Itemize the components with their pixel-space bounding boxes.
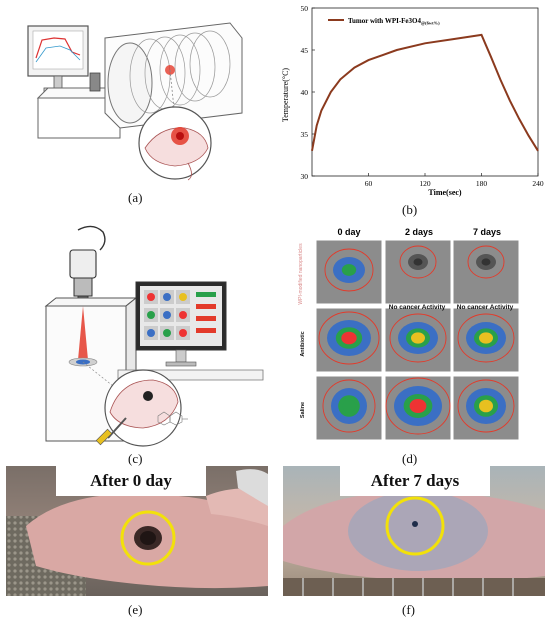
y-tick-label-0: 30 <box>301 172 309 181</box>
y-axis-label: Temperature(°C) <box>281 68 290 123</box>
caption-e: (e) <box>128 602 143 617</box>
y-tick-label-1: 35 <box>301 130 309 139</box>
cell-roi-2-2 <box>457 379 515 433</box>
panel-e-photo <box>6 466 268 596</box>
series-line-0 <box>311 33 539 152</box>
cell-core-1-2 <box>479 332 493 344</box>
cell-core-0-0 <box>341 264 357 276</box>
cell-roi-1-0 <box>318 311 380 365</box>
caption-b: (b) <box>402 202 418 217</box>
panel-c-illustration <box>8 220 270 448</box>
panel-e-title: After 0 day <box>56 466 206 496</box>
tumor-ring-e <box>120 510 176 566</box>
cell-bg-0-2 <box>452 239 520 305</box>
panel-a-illustration <box>10 8 270 188</box>
cell-core-1-0 <box>341 331 357 345</box>
column-header-2: 7 days <box>473 227 501 237</box>
cell-roi-2-1 <box>385 377 451 435</box>
cell-roi-0-2 <box>467 245 505 279</box>
panel-a-drawing <box>27 22 243 181</box>
mouse-photo-e <box>6 469 268 596</box>
row-label-2: Saline <box>300 402 306 418</box>
caption-a: (a) <box>128 190 143 205</box>
cell-note-2: No cancer Activity <box>457 304 514 311</box>
cell-roi-0-1 <box>399 245 437 279</box>
x-tick-label-2: 180 <box>476 179 488 188</box>
cell-core-1-1 <box>411 332 425 344</box>
caption-d: (d) <box>402 451 418 466</box>
cell-roi-1-2 <box>457 313 515 363</box>
y-tick-label-4: 50 <box>301 4 309 13</box>
caption-f: (f) <box>402 602 415 617</box>
imaging-cells <box>315 239 520 441</box>
x-tick-label-3: 240 <box>532 179 544 188</box>
tumor-ring-f <box>385 496 445 556</box>
y-tick-label-3: 45 <box>301 46 309 55</box>
panel-d-imaging-grid: 0 day 2 days 7 days WPI-modified nanopar… <box>292 222 522 447</box>
cell-core-0-2 <box>481 258 491 266</box>
caption-c: (c) <box>128 451 143 466</box>
row-label-1: Antibiotic <box>300 331 306 356</box>
cell-roi-2-0 <box>322 379 376 433</box>
mouse-photo-f <box>283 491 545 596</box>
cell-core-2-0 <box>342 399 356 413</box>
panel-c-drawing <box>44 225 264 447</box>
column-header-1: 2 days <box>405 227 433 237</box>
x-tick-label-1: 120 <box>419 179 431 188</box>
cell-core-2-1 <box>409 399 427 413</box>
cell-bg-0-1 <box>384 239 452 305</box>
cell-roi-0-0 <box>324 248 374 292</box>
cell-core-0-1 <box>413 258 423 266</box>
legend-label: Tumor with WPI-Fe3O4@(6wt%) <box>348 17 440 26</box>
row-label-0: WPI-modified nanoparticles <box>298 243 304 305</box>
cell-note-1: No cancer Activity <box>389 304 446 311</box>
cell-roi-1-1 <box>389 313 447 363</box>
plot-frame <box>311 7 539 177</box>
panel-b-chart: Temperature(°C) Time(sec) Tumor with WPI… <box>280 0 545 200</box>
panel-f-title: After 7 days <box>340 466 490 496</box>
x-axis-label: Time(sec) <box>428 188 462 197</box>
fluorescence-grid: 0 day 2 days 7 days WPI-modified nanopar… <box>298 227 520 441</box>
y-tick-label-2: 40 <box>301 88 309 97</box>
temperature-chart: Temperature(°C) Time(sec) Tumor with WPI… <box>281 4 544 197</box>
cell-core-2-2 <box>479 399 493 413</box>
column-header-0: 0 day <box>337 227 360 237</box>
x-tick-label-0: 60 <box>365 179 373 188</box>
legend: Tumor with WPI-Fe3O4@(6wt%) <box>328 17 440 26</box>
